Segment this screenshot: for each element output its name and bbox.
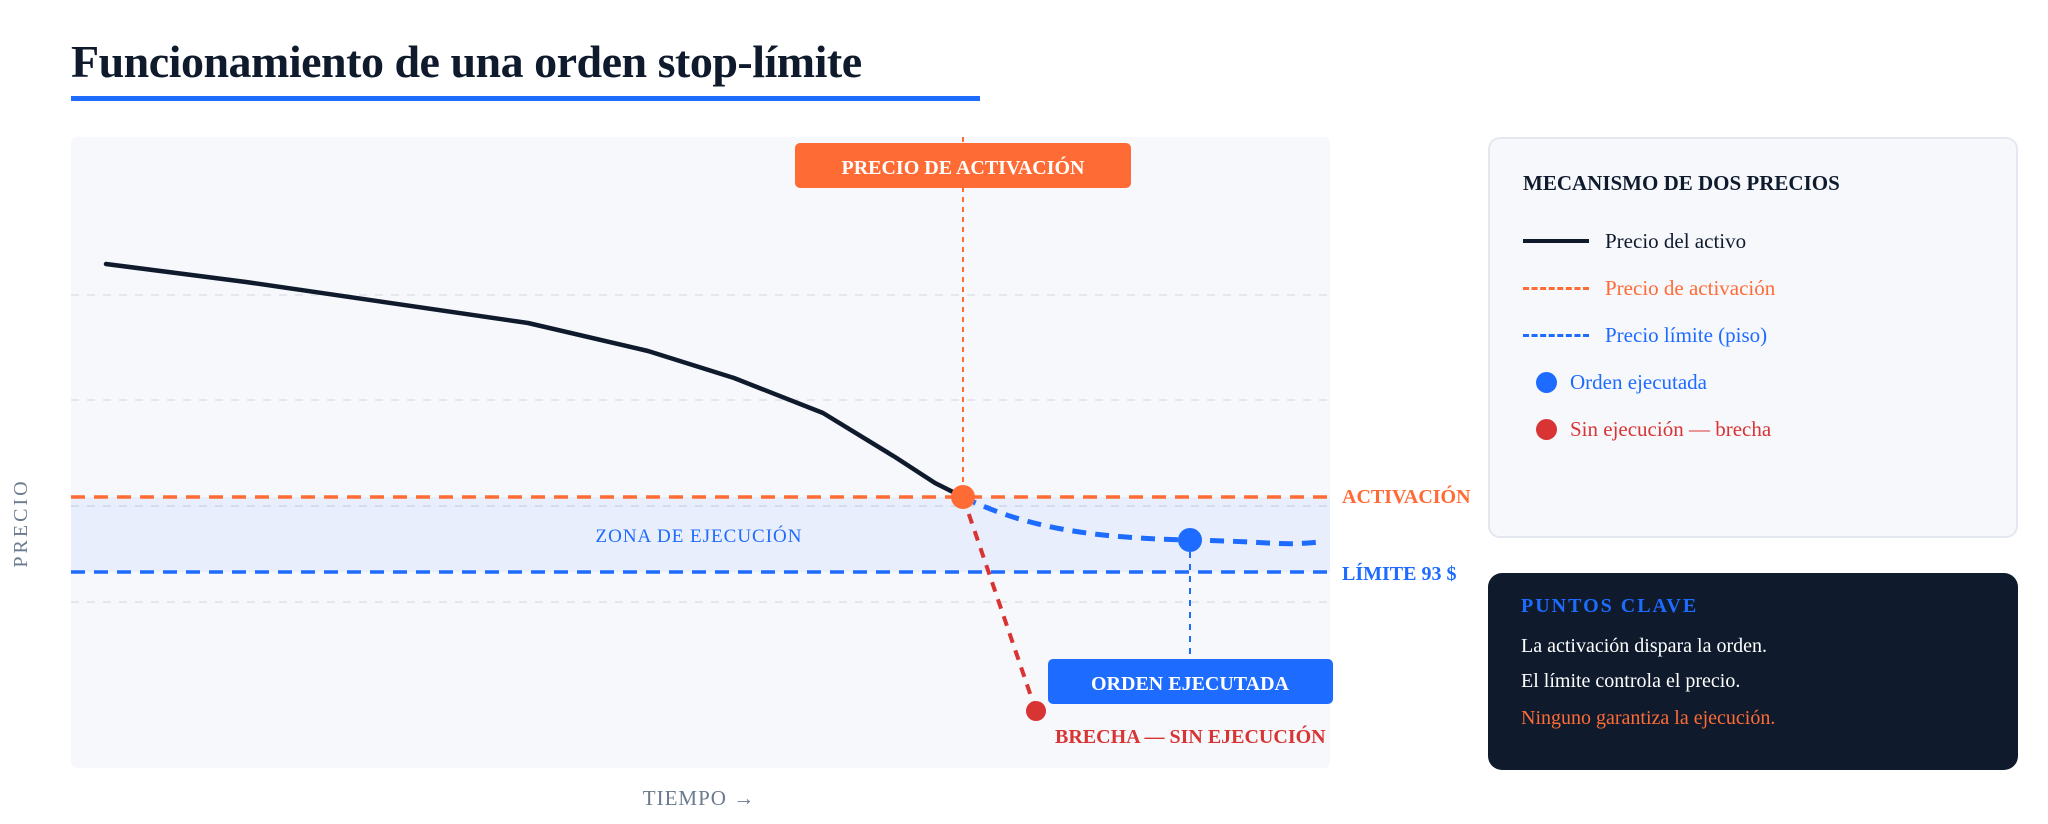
gap-point-marker [1026, 701, 1046, 721]
key-point-line: El límite controla el precio. [1521, 670, 1741, 692]
activation-badge-label: PRECIO DE ACTIVACIÓN [841, 155, 1085, 179]
executed-point-marker [1178, 528, 1202, 552]
legend-item-label: Orden ejecutada [1570, 369, 1708, 394]
title-underline [71, 96, 980, 101]
key-point-line-warning: Ninguno garantiza la ejecución. [1521, 707, 1776, 729]
blue-dot-icon [1536, 371, 1557, 393]
x-axis-label: TIEMPO → [643, 786, 755, 810]
legend-item-label: Precio límite (piso) [1605, 322, 1768, 347]
page-title: Funcionamiento de una orden stop-límite [71, 36, 862, 87]
activation-badge [795, 143, 1131, 188]
gap-path [961, 496, 1038, 712]
key-points-panel: PUNTOS CLAVE La activación dispara la or… [1488, 573, 2018, 770]
gap-label: BRECHA — SIN EJECUCIÓN [1055, 724, 1326, 748]
y-axis-label: PRECIO [10, 478, 32, 567]
dashed-line-icon [1523, 286, 1589, 290]
executed-path [961, 494, 1321, 547]
red-dot-icon [1536, 418, 1557, 440]
legend-item-label: Sin ejecución — brecha [1570, 416, 1772, 441]
key-point-line: La activación dispara la orden. [1521, 635, 1767, 657]
dashed-line-icon [1523, 333, 1589, 337]
legend-title: MECANISMO DE DOS PRECIOS [1523, 171, 1840, 195]
legend-item-label: Precio del activo [1605, 228, 1747, 253]
solid-line-icon [1523, 239, 1589, 243]
activation-point-marker [951, 485, 975, 509]
legend-item-order-executed: Orden ejecutada [1523, 367, 1707, 397]
execution-zone-label: ZONA DE EJECUCIÓN [596, 525, 803, 547]
legend-item-limit-price: Precio límite (piso) [1523, 320, 1767, 350]
asset-price-line [103, 261, 966, 500]
executed-badge [1048, 659, 1333, 704]
executed-badge-label: ORDEN EJECUTADA [1091, 673, 1290, 695]
legend-item-no-execution: Sin ejecución — brecha [1523, 414, 1771, 444]
legend-item-label: Precio de activación [1605, 275, 1776, 300]
activation-line-label: ACTIVACIÓN [1342, 484, 1471, 508]
limit-line-label: LÍMITE 93 $ [1342, 562, 1456, 585]
legend-item-asset-price: Precio del activo [1523, 226, 1746, 256]
legend-panel: MECANISMO DE DOS PRECIOS Precio del acti… [1488, 137, 2018, 538]
legend-item-activation-price: Precio de activación [1523, 273, 1775, 303]
key-points-title: PUNTOS CLAVE [1521, 595, 1699, 617]
grid-lines [71, 294, 1330, 603]
